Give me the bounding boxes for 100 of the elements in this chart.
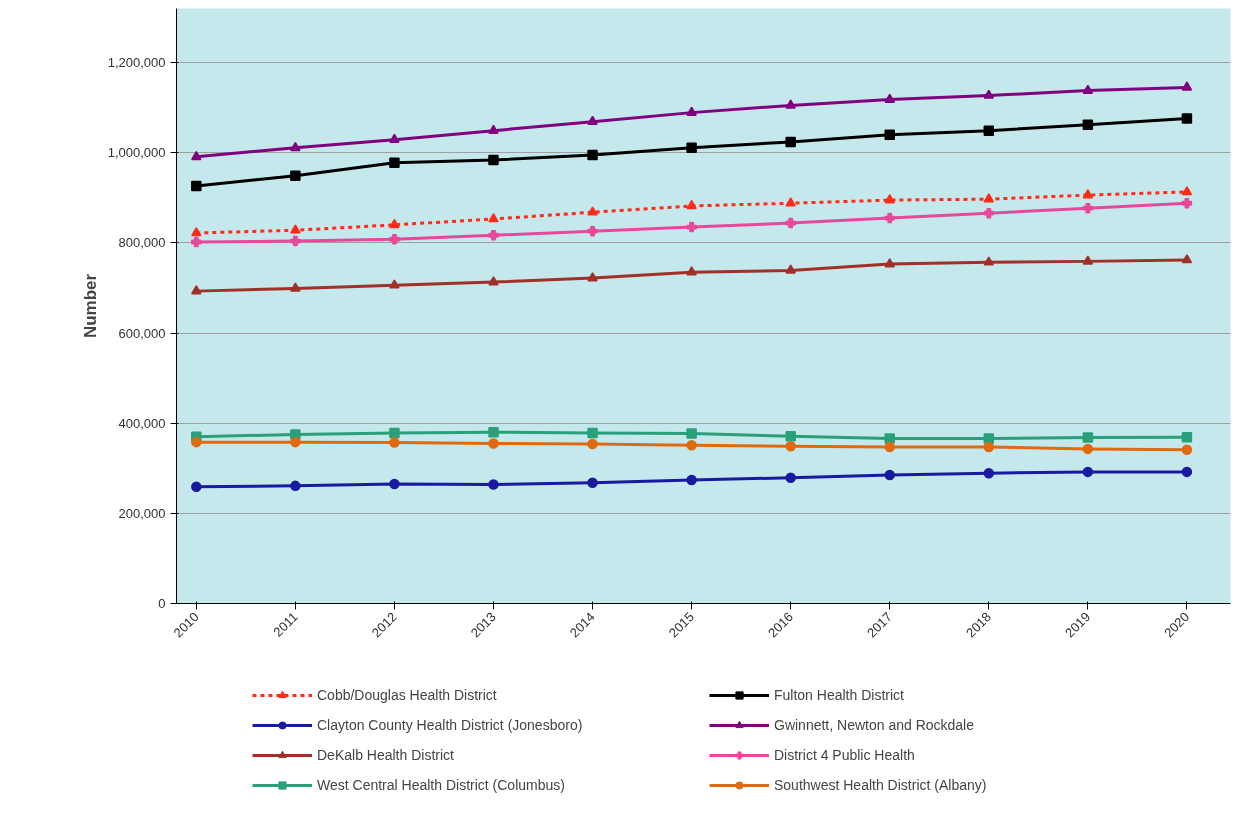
point xyxy=(488,426,499,438)
point xyxy=(983,441,995,453)
point xyxy=(785,136,796,148)
point xyxy=(488,479,499,490)
y-tick-label: 200,000 xyxy=(118,505,166,521)
point xyxy=(686,440,697,451)
point xyxy=(686,428,697,439)
point xyxy=(191,180,202,192)
point xyxy=(884,93,895,103)
legend-label: Cobb/Douglas Health District xyxy=(317,686,498,704)
point xyxy=(587,477,598,488)
point xyxy=(191,227,202,237)
point xyxy=(191,150,202,161)
point xyxy=(488,438,499,449)
point xyxy=(389,478,400,490)
point xyxy=(785,472,796,483)
point xyxy=(1082,119,1094,131)
legend-label: DeKalb Health District xyxy=(317,746,455,764)
point xyxy=(191,285,202,295)
point xyxy=(983,125,995,136)
point xyxy=(191,436,202,448)
point xyxy=(1181,197,1193,209)
point xyxy=(785,217,796,229)
point xyxy=(1181,444,1193,456)
point xyxy=(1082,189,1094,199)
point xyxy=(389,427,400,439)
point xyxy=(983,89,995,99)
point xyxy=(884,469,895,481)
point xyxy=(686,142,697,154)
point xyxy=(587,427,598,439)
point xyxy=(1181,431,1193,443)
point xyxy=(1082,466,1094,478)
point xyxy=(389,234,400,245)
point xyxy=(1181,186,1193,196)
point xyxy=(983,433,995,444)
point xyxy=(488,154,499,166)
point xyxy=(290,480,301,492)
point xyxy=(785,431,796,442)
legend-label: Clayton County Health District (Jonesboro) xyxy=(317,716,584,734)
point xyxy=(290,170,301,181)
point xyxy=(1181,254,1193,264)
point xyxy=(191,481,202,492)
y-tick-label: 800,000 xyxy=(118,235,166,251)
point xyxy=(389,157,400,168)
point xyxy=(1082,443,1094,455)
point xyxy=(983,256,995,266)
point xyxy=(884,212,895,224)
point xyxy=(983,207,995,219)
y-tick-label: 600,000 xyxy=(118,325,166,341)
point xyxy=(785,99,796,109)
point xyxy=(686,474,697,486)
point xyxy=(785,264,796,274)
point xyxy=(1181,81,1193,91)
point xyxy=(686,106,697,116)
point xyxy=(983,467,995,479)
point xyxy=(1181,113,1193,124)
legend-label: District 4 Public Health xyxy=(774,746,916,764)
point xyxy=(587,206,598,216)
point xyxy=(1082,255,1094,265)
point xyxy=(488,213,499,223)
point xyxy=(686,221,697,233)
point xyxy=(191,236,202,248)
point xyxy=(290,235,301,247)
point xyxy=(884,129,895,140)
point xyxy=(587,438,598,450)
point xyxy=(884,258,895,268)
point xyxy=(587,225,598,237)
point xyxy=(785,440,796,452)
point xyxy=(686,266,697,276)
point xyxy=(389,133,400,144)
point xyxy=(389,437,400,448)
point xyxy=(983,193,995,203)
point xyxy=(884,194,895,204)
point xyxy=(389,279,400,289)
legend-label: West Central Health District (Columbus) xyxy=(317,776,566,794)
point xyxy=(1082,202,1094,214)
y-tick-label: 1,000,000 xyxy=(107,145,166,161)
point xyxy=(884,441,895,453)
point xyxy=(290,224,301,234)
point xyxy=(488,276,499,286)
y-axis-title: Number xyxy=(80,273,100,339)
point xyxy=(389,218,400,229)
point xyxy=(884,433,895,444)
legend-label: Southwest Health District (Albany) xyxy=(774,776,988,794)
y-tick-label: 0 xyxy=(158,596,166,611)
point xyxy=(1181,466,1193,478)
point xyxy=(1082,432,1094,443)
point xyxy=(488,124,499,134)
point xyxy=(290,141,301,152)
point xyxy=(1082,84,1094,94)
point xyxy=(290,436,301,448)
point xyxy=(686,199,697,210)
point xyxy=(587,115,598,125)
legend-label: Gwinnett, Newton and Rockdale xyxy=(774,716,975,734)
point xyxy=(488,229,499,241)
legend-label: Fulton Health District xyxy=(774,686,905,704)
y-tick-label: 400,000 xyxy=(118,415,166,431)
point xyxy=(290,282,301,292)
point xyxy=(587,149,598,161)
point xyxy=(785,197,796,207)
